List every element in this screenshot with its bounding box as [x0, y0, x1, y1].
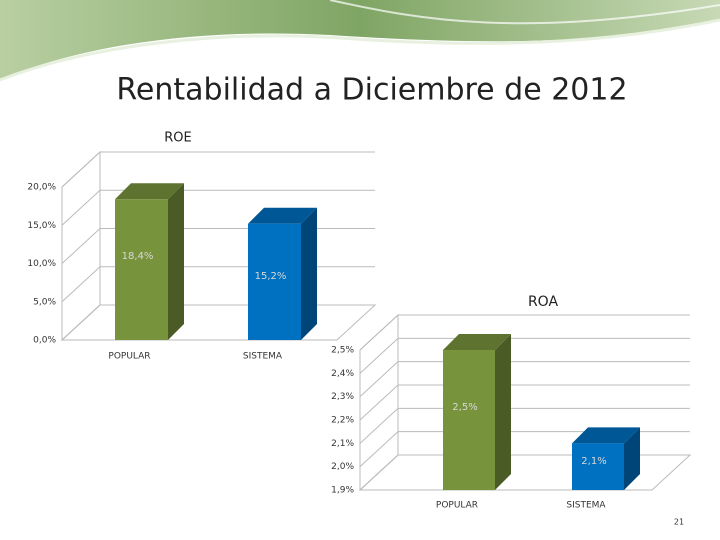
x-tick-label: POPULAR: [436, 501, 478, 511]
header-line: [0, 18, 720, 82]
y-tick-label: 20,0%: [27, 183, 56, 193]
chart-title: ROA: [528, 294, 559, 310]
value-label: 18,4%: [122, 251, 154, 262]
grid-line: [359, 407, 690, 444]
grid-line: [359, 337, 690, 374]
chart-title: ROE: [164, 131, 191, 146]
y-tick-label: 15,0%: [27, 221, 56, 231]
value-label: 2,1%: [581, 456, 606, 467]
grid-line: [359, 454, 690, 491]
bar-side: [495, 334, 511, 490]
y-tick-label: 2,3%: [331, 392, 354, 402]
bar: [248, 223, 301, 340]
x-tick-label: SISTEMA: [243, 352, 283, 362]
y-tick-label: 1,9%: [331, 486, 354, 496]
slide-title: Rentabilidad a Diciembre de 2012: [116, 73, 627, 108]
grid-line: [61, 266, 375, 303]
bar-top: [443, 334, 511, 350]
y-tick-label: 2,0%: [331, 462, 354, 472]
y-tick-label: 10,0%: [27, 259, 56, 269]
grid-line: [359, 314, 690, 351]
grid-line: [359, 431, 690, 468]
value-label: 15,2%: [255, 271, 287, 282]
y-tick-label: 2,5%: [331, 346, 354, 356]
bar-top: [248, 207, 317, 224]
y-tick-label: 2,4%: [331, 369, 354, 379]
x-tick-label: POPULAR: [108, 352, 150, 362]
grid-line: [61, 151, 375, 188]
bar: [115, 199, 168, 340]
header-swoosh: [0, 0, 720, 80]
page-number: 21: [674, 518, 684, 527]
grid-line: [359, 384, 690, 421]
bar-top: [115, 183, 184, 200]
floor: [358, 454, 692, 491]
bar-side: [168, 183, 184, 340]
y-tick-label: 5,0%: [33, 297, 56, 307]
grid-line: [61, 228, 375, 264]
y-tick-label: 0,0%: [33, 336, 56, 346]
grid-line: [61, 304, 375, 341]
bar-side: [301, 207, 317, 340]
bar: [443, 350, 495, 490]
value-label: 2,5%: [452, 402, 477, 413]
y-tick-label: 2,2%: [331, 416, 354, 426]
bar: [572, 443, 624, 490]
header-line: [329, 0, 720, 25]
bar-top: [572, 427, 640, 444]
grid-line: [359, 361, 690, 398]
grid-line: [61, 189, 375, 226]
x-tick-label: SISTEMA: [566, 501, 606, 511]
bar-side: [624, 427, 640, 490]
floor: [60, 304, 377, 341]
y-tick-label: 2,1%: [331, 439, 354, 449]
